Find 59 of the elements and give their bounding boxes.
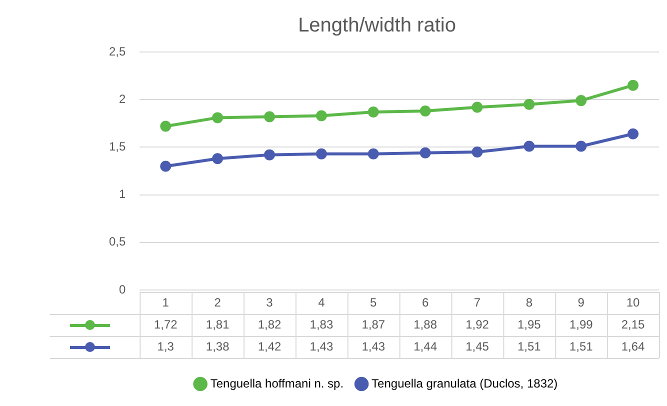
data-label: 2,15	[621, 317, 646, 332]
point	[316, 110, 327, 122]
chart-title: Length/width ratio	[298, 14, 456, 37]
point	[628, 80, 639, 91]
point	[264, 111, 276, 122]
y-tick-label: 2	[118, 92, 126, 106]
x-tick-label: 9	[578, 295, 585, 310]
y-tick-label: 2,5	[108, 44, 126, 58]
data-label: 1,44	[414, 339, 438, 354]
point	[472, 102, 483, 113]
x-tick-label: 2	[214, 295, 222, 310]
x-tick-label: 3	[266, 295, 274, 310]
data-label: 1,99	[569, 317, 594, 332]
data-label: 1,45	[466, 339, 490, 354]
data-label: 1,72	[154, 317, 178, 332]
point	[472, 146, 483, 158]
point	[524, 98, 535, 110]
data-label: 1,43	[310, 339, 334, 354]
data-label: 1,95	[517, 317, 542, 332]
point	[628, 128, 639, 140]
x-tick-label: 8	[526, 295, 533, 310]
x-tick-label: 1	[162, 295, 170, 310]
point	[576, 95, 587, 106]
legend-label: Tenguella hoffmani n. sp.	[210, 376, 344, 390]
point	[212, 153, 224, 164]
point	[264, 149, 276, 160]
point	[160, 120, 172, 132]
data-label: 1,64	[621, 339, 646, 354]
x-tick-label: 10	[626, 295, 640, 310]
data-label: 1,88	[414, 317, 438, 332]
point	[420, 147, 431, 158]
data-label: 1,42	[258, 339, 282, 354]
point	[524, 140, 535, 152]
data-label: 1,83	[310, 317, 334, 332]
data-label: 1,38	[206, 339, 230, 354]
x-tick-label: 5	[370, 295, 378, 310]
data-label: 1,3	[157, 339, 174, 354]
data-label: 1,51	[569, 339, 594, 354]
y-tick-label: 0	[118, 282, 126, 296]
point	[212, 112, 224, 124]
y-tick-label: 1,5	[108, 140, 126, 154]
data-label: 1,43	[362, 339, 386, 354]
data-label: 1,87	[362, 317, 386, 332]
x-tick-label: 7	[474, 295, 481, 310]
data-label: 1,51	[517, 339, 542, 354]
point	[368, 106, 379, 118]
data-label: 1,81	[206, 317, 230, 332]
point	[576, 140, 587, 152]
y-tick-label: 0,5	[108, 234, 126, 249]
data-label: 1,82	[258, 317, 282, 332]
point	[420, 106, 431, 117]
data-label: 1,92	[466, 317, 490, 332]
x-tick-label: 4	[318, 295, 326, 310]
legend-label: Tenguella granulata (Duclos, 1832)	[372, 376, 558, 390]
point	[316, 148, 327, 160]
x-tick-label: 6	[422, 295, 429, 310]
point	[160, 160, 172, 172]
point	[368, 148, 379, 160]
y-tick-label: 1	[118, 187, 126, 202]
